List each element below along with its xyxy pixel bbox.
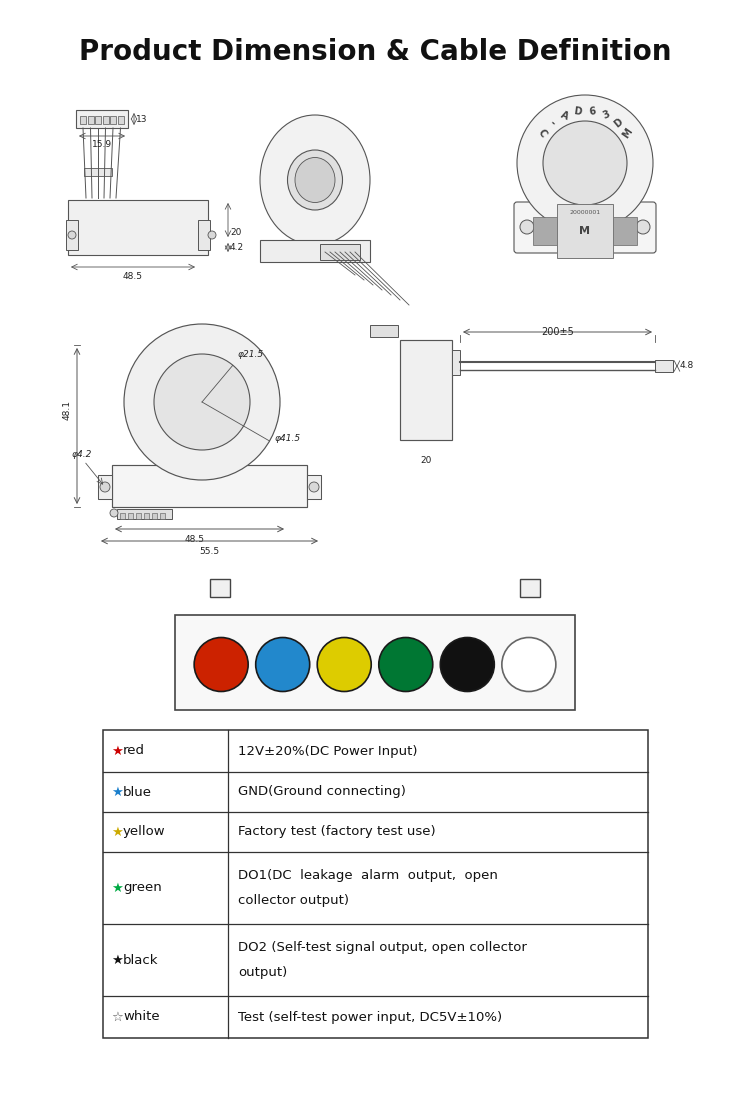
Bar — [84, 168, 112, 176]
Text: output): output) — [238, 967, 287, 980]
Text: 6: 6 — [588, 106, 596, 117]
Text: A: A — [559, 109, 570, 121]
Bar — [152, 513, 157, 519]
Text: 15.9: 15.9 — [92, 140, 112, 149]
Text: DO2 (Self-test signal output, open collector: DO2 (Self-test signal output, open colle… — [238, 941, 526, 953]
Text: 13: 13 — [136, 114, 148, 123]
Bar — [320, 244, 360, 260]
Bar — [103, 730, 648, 1038]
Bar — [76, 110, 128, 128]
Text: 48.5: 48.5 — [184, 536, 205, 544]
Bar — [98, 476, 112, 499]
Text: Product Dimension & Cable Definition: Product Dimension & Cable Definition — [79, 38, 671, 66]
Bar — [117, 509, 172, 519]
Text: white: white — [123, 1011, 160, 1023]
Text: 20: 20 — [420, 456, 432, 466]
Circle shape — [440, 638, 494, 691]
Text: Test (self-test power input, DC5V±10%): Test (self-test power input, DC5V±10%) — [238, 1011, 502, 1023]
Text: φ21.5: φ21.5 — [238, 350, 264, 359]
Circle shape — [502, 638, 556, 691]
Text: collector output): collector output) — [238, 894, 349, 908]
Text: blue: blue — [123, 785, 152, 799]
Text: ★: ★ — [111, 825, 123, 839]
Bar — [400, 340, 452, 440]
Bar — [533, 217, 563, 246]
Bar — [68, 200, 208, 256]
Bar — [198, 220, 210, 250]
Text: M: M — [621, 127, 634, 140]
Bar — [66, 220, 78, 250]
Text: GND(Ground connecting): GND(Ground connecting) — [238, 785, 406, 799]
Bar — [160, 513, 165, 519]
Bar — [520, 579, 540, 597]
Circle shape — [68, 231, 76, 239]
Bar — [103, 116, 109, 124]
Text: green: green — [123, 881, 162, 894]
Bar — [144, 513, 149, 519]
Text: red: red — [123, 744, 145, 758]
Bar — [370, 326, 398, 337]
Bar — [128, 513, 133, 519]
Circle shape — [309, 482, 319, 492]
Text: M: M — [580, 226, 590, 236]
Circle shape — [517, 96, 653, 231]
Bar — [112, 466, 307, 507]
Text: 12V±20%(DC Power Input): 12V±20%(DC Power Input) — [238, 744, 418, 758]
Text: φ41.5: φ41.5 — [274, 434, 301, 443]
Text: -: - — [548, 118, 556, 128]
Text: ★: ★ — [111, 881, 123, 894]
Text: 4.8: 4.8 — [680, 361, 694, 370]
Text: DO1(DC  leakage  alarm  output,  open: DO1(DC leakage alarm output, open — [238, 869, 498, 881]
Text: D: D — [612, 117, 624, 129]
Bar — [210, 579, 230, 597]
Circle shape — [317, 638, 371, 691]
Bar — [136, 513, 141, 519]
Ellipse shape — [295, 158, 335, 202]
Bar — [175, 615, 575, 710]
Text: 20000001: 20000001 — [569, 210, 601, 216]
Text: 48.5: 48.5 — [123, 272, 143, 281]
Text: C: C — [536, 128, 548, 139]
Bar — [452, 350, 460, 376]
Bar — [88, 116, 94, 124]
Circle shape — [110, 509, 118, 517]
Text: yellow: yellow — [123, 825, 166, 839]
Bar — [95, 116, 101, 124]
Circle shape — [543, 121, 627, 206]
Bar — [80, 116, 86, 124]
Text: φ4.2: φ4.2 — [72, 450, 92, 459]
Text: 20: 20 — [230, 228, 242, 237]
Bar — [655, 360, 673, 372]
Circle shape — [194, 638, 248, 691]
FancyBboxPatch shape — [514, 202, 656, 253]
Circle shape — [124, 324, 280, 480]
Circle shape — [154, 354, 250, 450]
Bar — [607, 217, 637, 246]
Circle shape — [256, 638, 310, 691]
Circle shape — [636, 220, 650, 234]
Bar — [307, 476, 321, 499]
Bar — [110, 116, 116, 124]
Text: 48.1: 48.1 — [63, 400, 72, 420]
Circle shape — [100, 482, 110, 492]
Ellipse shape — [260, 116, 370, 246]
Bar — [120, 513, 125, 519]
Text: 200±5: 200±5 — [542, 327, 574, 337]
Text: ★: ★ — [111, 785, 123, 799]
Ellipse shape — [287, 150, 343, 210]
Text: 3: 3 — [601, 109, 611, 121]
Text: D: D — [573, 106, 583, 117]
Circle shape — [379, 638, 433, 691]
Circle shape — [208, 231, 216, 239]
Text: ★: ★ — [111, 953, 123, 967]
Text: ☆: ☆ — [111, 1011, 123, 1023]
Text: Factory test (factory test use): Factory test (factory test use) — [238, 825, 436, 839]
Circle shape — [520, 220, 534, 234]
Text: black: black — [123, 953, 158, 967]
Text: 4.2: 4.2 — [230, 242, 244, 251]
Bar — [118, 116, 124, 124]
Text: 55.5: 55.5 — [200, 547, 220, 556]
Text: ★: ★ — [111, 744, 123, 758]
Bar — [260, 240, 370, 262]
